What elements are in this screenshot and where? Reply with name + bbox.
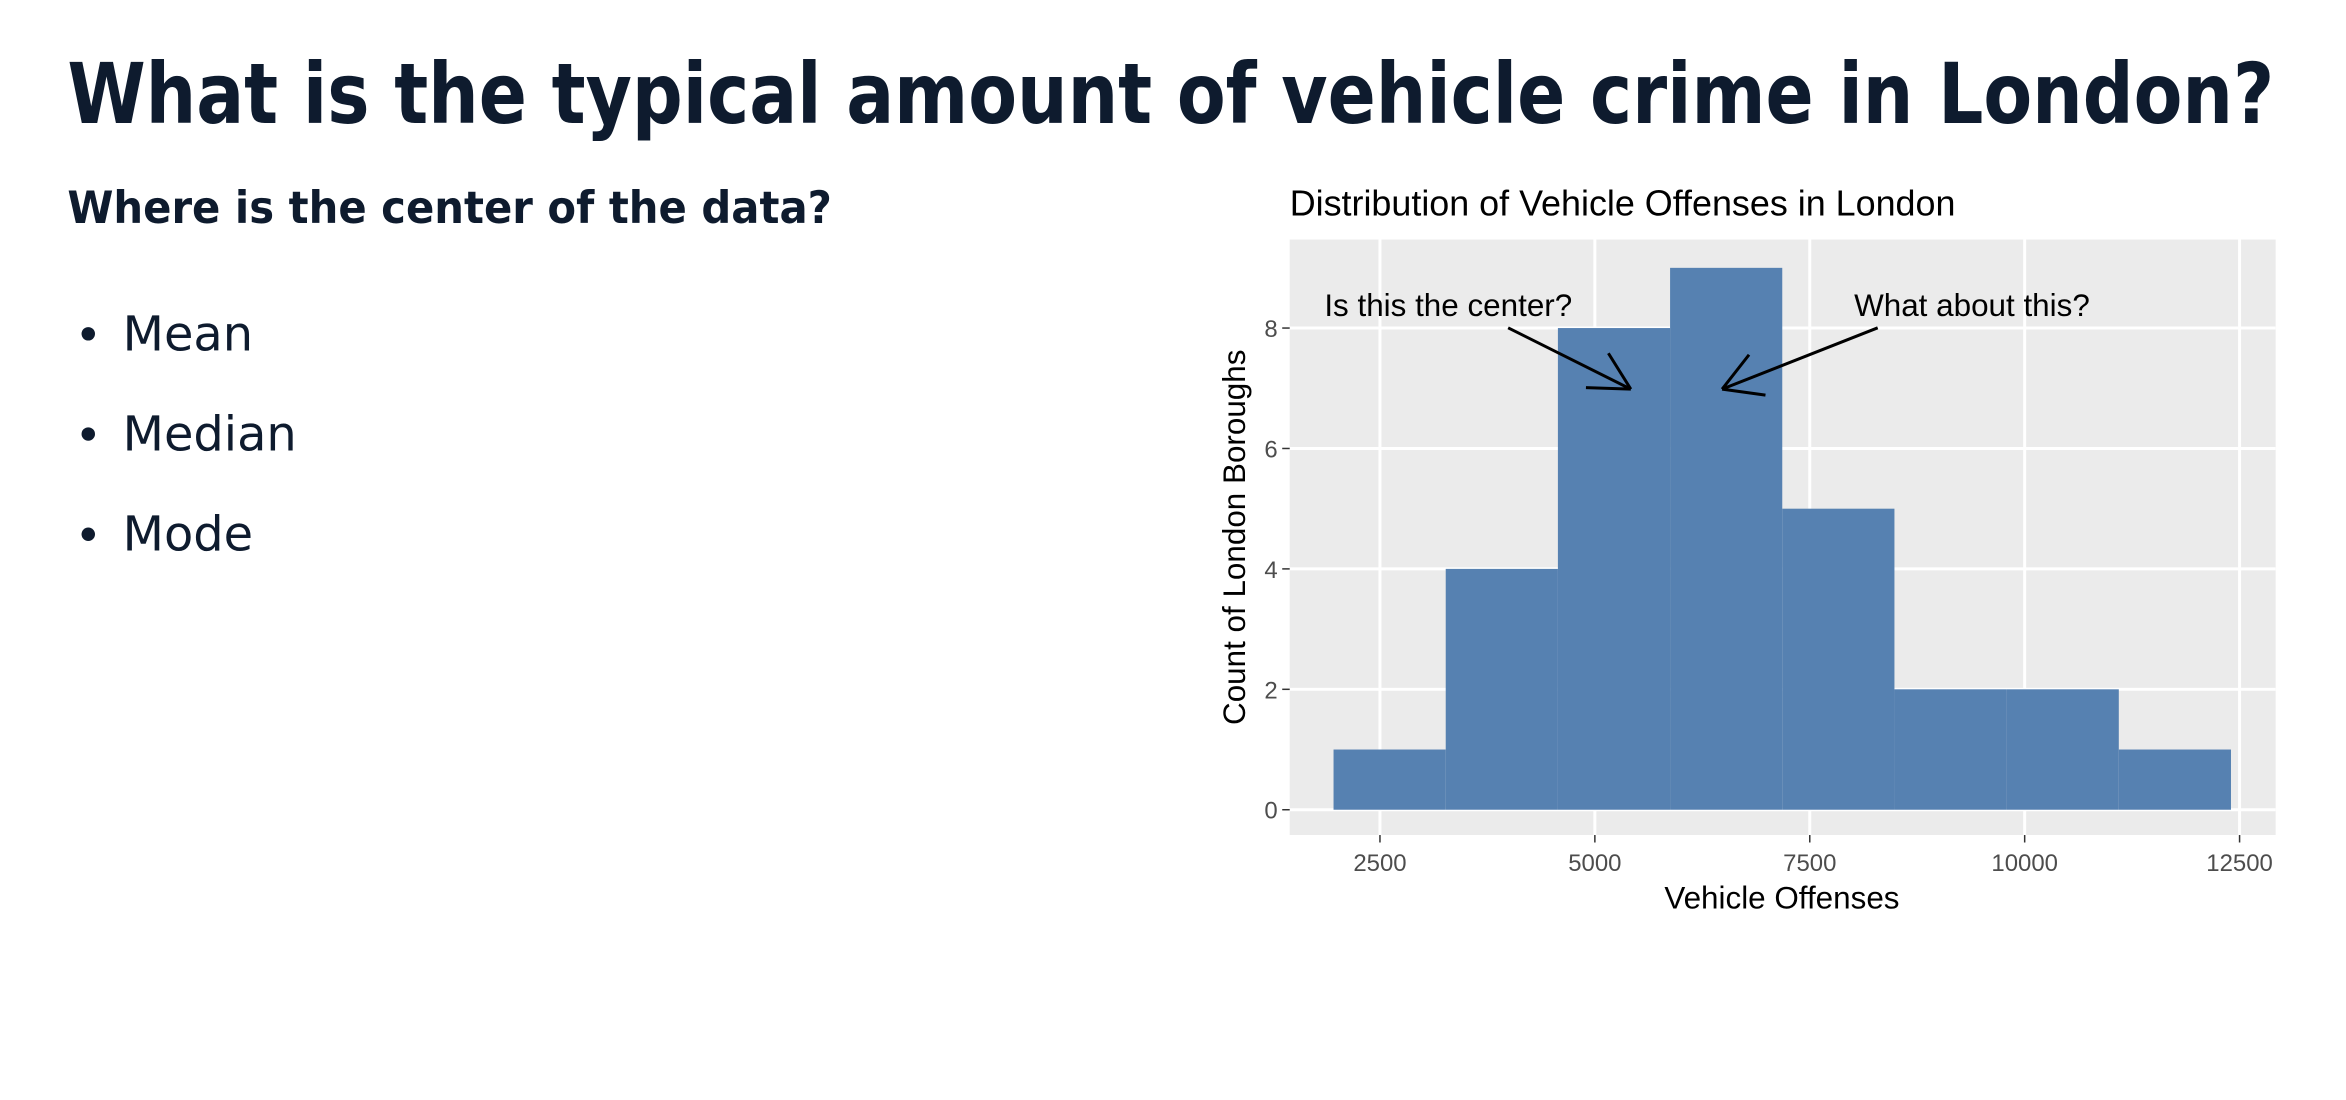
bars (1333, 267, 2231, 810)
bullet: Mode (123, 508, 253, 563)
y-axis-title: Count of London Boroughs (1217, 350, 1252, 725)
ticks: 2500 5000 7500 10000 12500 0 2 4 6 8 (1264, 316, 2272, 877)
y-tick-label: 6 (1264, 436, 1277, 463)
y-tick-label: 8 (1264, 316, 1277, 343)
bar (1894, 689, 2007, 810)
y-tick-label: 0 (1264, 798, 1277, 825)
bar (1557, 328, 1671, 810)
annotation-arrow (1507, 326, 1633, 391)
annotation-arrow (1720, 326, 1879, 397)
bar (2006, 689, 2119, 810)
bar (1670, 267, 1783, 810)
slide-title: What is the typical amount of vehicle cr… (67, 45, 2274, 143)
y-tick-label: 2 (1264, 677, 1277, 704)
bullet-list: Mean Median Mode (81, 307, 297, 563)
bar (2118, 749, 2231, 810)
bullet-dot (81, 327, 96, 341)
x-axis-title: Vehicle Offenses (1664, 880, 1899, 915)
chart-title: Distribution of Vehicle Offenses in Lond… (1290, 184, 1956, 224)
slide-subtitle: Where is the center of the data? (67, 181, 832, 234)
x-tick-label: 7500 (1783, 850, 1836, 877)
bullet-dot (81, 427, 96, 441)
x-tick-label: 12500 (2206, 850, 2273, 877)
bar (1333, 749, 1446, 810)
x-tick-label: 10000 (1991, 850, 2058, 877)
bullet: Mean (123, 307, 253, 362)
x-tick-label: 2500 (1353, 850, 1406, 877)
annotation: Is this the center? (1324, 288, 1572, 323)
x-tick-label: 5000 (1568, 850, 1621, 877)
y-tick-label: 4 (1264, 557, 1277, 584)
annotation: What about this? (1854, 288, 2090, 323)
bullet-dot (81, 527, 96, 542)
bar (1782, 508, 1895, 810)
bar (1445, 568, 1558, 810)
bullet: Median (123, 408, 297, 463)
chart: Distribution of Vehicle Offenses in Lond… (1217, 184, 2276, 915)
